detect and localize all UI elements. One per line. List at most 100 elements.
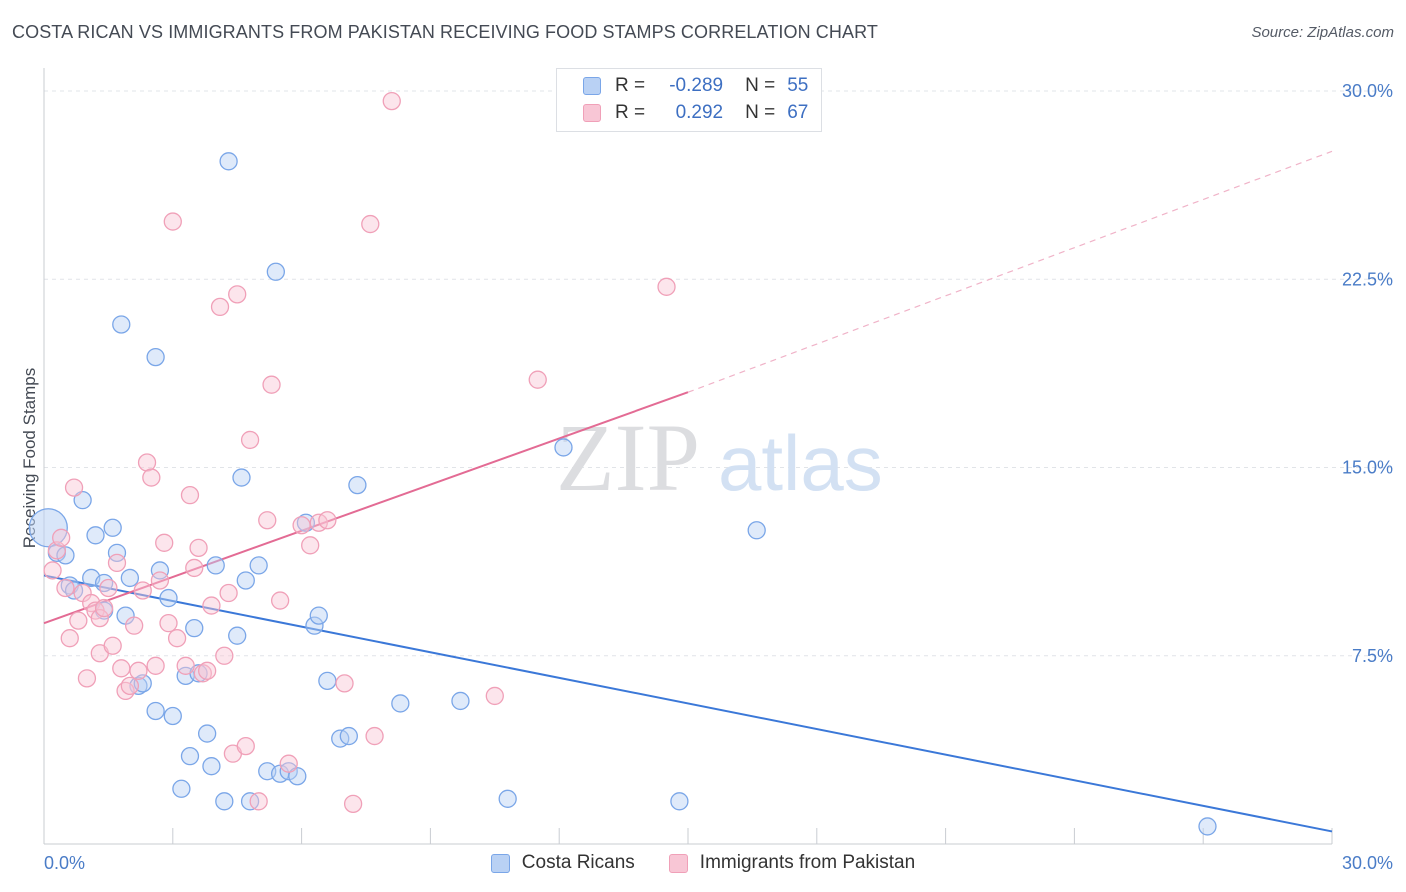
n-label: N =: [745, 75, 776, 96]
point-series-1: [125, 616, 144, 635]
point-series-1: [146, 656, 165, 675]
chart-source: Source: ZipAtlas.com: [1251, 24, 1394, 41]
legend-swatch-costa-ricans: [490, 853, 510, 873]
grid-lines: [44, 90, 1392, 657]
point-series-0: [103, 518, 122, 537]
point-series-1: [270, 591, 290, 610]
point-series-1: [657, 277, 676, 296]
watermark: ZIP atlas: [556, 404, 883, 511]
point-series-0: [339, 726, 358, 746]
watermark-zip: ZIP: [556, 404, 700, 511]
point-series-0: [107, 543, 127, 563]
point-series-1: [219, 583, 238, 603]
series-legend: Costa Ricans Immigrants from Pakistan: [0, 852, 1406, 874]
point-series-0: [670, 792, 689, 811]
point-series-0: [318, 671, 337, 691]
chart-title: COSTA RICAN VS IMMIGRANTS FROM PAKISTAN …: [12, 22, 878, 42]
x-tick-label: 30.0%: [1342, 853, 1393, 873]
point-series-1: [155, 533, 174, 552]
point-series-0: [309, 606, 328, 625]
y-tick-label: 30.0%: [1342, 81, 1393, 101]
point-series-0: [56, 546, 75, 565]
point-series-1: [69, 611, 88, 630]
point-series-1: [343, 794, 363, 813]
point-series-1: [361, 214, 380, 234]
point-series-0: [348, 475, 367, 495]
point-series-1: [107, 553, 127, 573]
point-series-1: [180, 485, 200, 505]
point-series-1: [185, 558, 204, 578]
legend-item-costa-ricans: Costa Ricans: [490, 852, 635, 874]
point-series-1: [258, 511, 277, 530]
point-series-1: [56, 578, 75, 598]
tick-labels: 7.5% 15.0% 22.5% 30.0% 0.0% 30.0%: [44, 81, 1393, 873]
point-series-0: [391, 694, 410, 713]
trend-extension-series-1: [687, 150, 1333, 393]
point-series-0: [236, 571, 255, 590]
stats-row-costa-ricans: R = -0.289 N = 55: [583, 73, 808, 99]
point-series-1: [120, 676, 140, 696]
watermark-atlas: atlas: [718, 419, 883, 507]
legend-swatch-pakistan: [668, 853, 688, 873]
r-value: 0.292: [675, 102, 724, 123]
point-series-1: [176, 656, 195, 675]
point-series-1: [159, 613, 178, 633]
legend-swatch-pakistan: [583, 104, 601, 122]
x-tick-label: 0.0%: [44, 853, 85, 873]
point-series-1: [249, 792, 268, 811]
point-series-0: [249, 556, 268, 575]
point-series-1: [215, 646, 234, 665]
point-series-0: [86, 526, 105, 545]
point-series-0: [73, 491, 92, 510]
point-series-1: [240, 430, 260, 450]
y-tick-label: 7.5%: [1352, 646, 1393, 666]
stats-row-pakistan: R = 0.292 N = 67: [583, 100, 808, 126]
point-series-1: [90, 608, 109, 628]
point-series-0: [120, 568, 140, 588]
point-series-1: [202, 596, 221, 615]
point-series-1: [279, 754, 298, 773]
trend-line-series-1: [43, 391, 689, 625]
point-series-0: [451, 691, 470, 711]
point-series-1: [228, 285, 247, 304]
r-label: R =: [615, 75, 646, 96]
point-series-1: [167, 629, 187, 648]
point-series-1: [262, 375, 281, 394]
point-series-1: [133, 581, 152, 600]
y-tick-label: 15.0%: [1342, 458, 1393, 478]
point-series-0: [163, 706, 182, 726]
point-series-1: [103, 636, 122, 655]
point-series-0: [279, 762, 298, 781]
legend-item-pakistan: Immigrants from Pakistan: [668, 852, 915, 874]
r-label: R =: [615, 102, 646, 123]
point-series-0: [185, 619, 204, 638]
stats-legend: R = -0.289 N = 55 R = 0.292 N = 67: [556, 68, 822, 132]
point-series-0: [266, 262, 285, 281]
trend-lines: [43, 150, 1333, 833]
point-series-0: [180, 747, 200, 766]
point-series-1: [64, 478, 84, 497]
trend-line-series-0: [43, 574, 1333, 833]
point-series-1: [528, 370, 547, 389]
point-series-0: [146, 347, 165, 367]
r-value: -0.289: [669, 75, 724, 96]
point-series-0: [1198, 817, 1217, 836]
point-series-1: [210, 297, 230, 317]
point-series-1: [292, 516, 311, 535]
point-series-1: [335, 674, 354, 693]
point-series-0: [206, 556, 225, 575]
point-series-0: [150, 561, 170, 580]
point-series-1: [43, 561, 62, 580]
point-series-1: [52, 528, 71, 547]
point-series-1: [236, 736, 255, 756]
point-series-0: [202, 757, 221, 776]
point-series-0: [219, 152, 238, 171]
point-series-0: [215, 792, 234, 811]
point-series-0: [554, 438, 573, 457]
point-series-1: [485, 686, 504, 706]
point-series-1: [99, 578, 118, 598]
legend-swatch-costa-ricans: [583, 77, 601, 95]
point-series-1: [137, 453, 157, 472]
point-series-0: [498, 789, 517, 808]
point-series-1: [150, 571, 170, 590]
